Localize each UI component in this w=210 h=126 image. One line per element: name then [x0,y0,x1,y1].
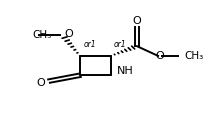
Text: CH₃: CH₃ [184,51,203,61]
Text: NH: NH [117,66,133,76]
Text: O: O [155,51,164,61]
Text: or1: or1 [114,40,127,49]
Text: or1: or1 [83,40,96,49]
Text: O: O [133,16,141,26]
Text: O: O [64,29,73,39]
Text: CH₃: CH₃ [33,29,52,40]
Text: O: O [37,78,45,88]
